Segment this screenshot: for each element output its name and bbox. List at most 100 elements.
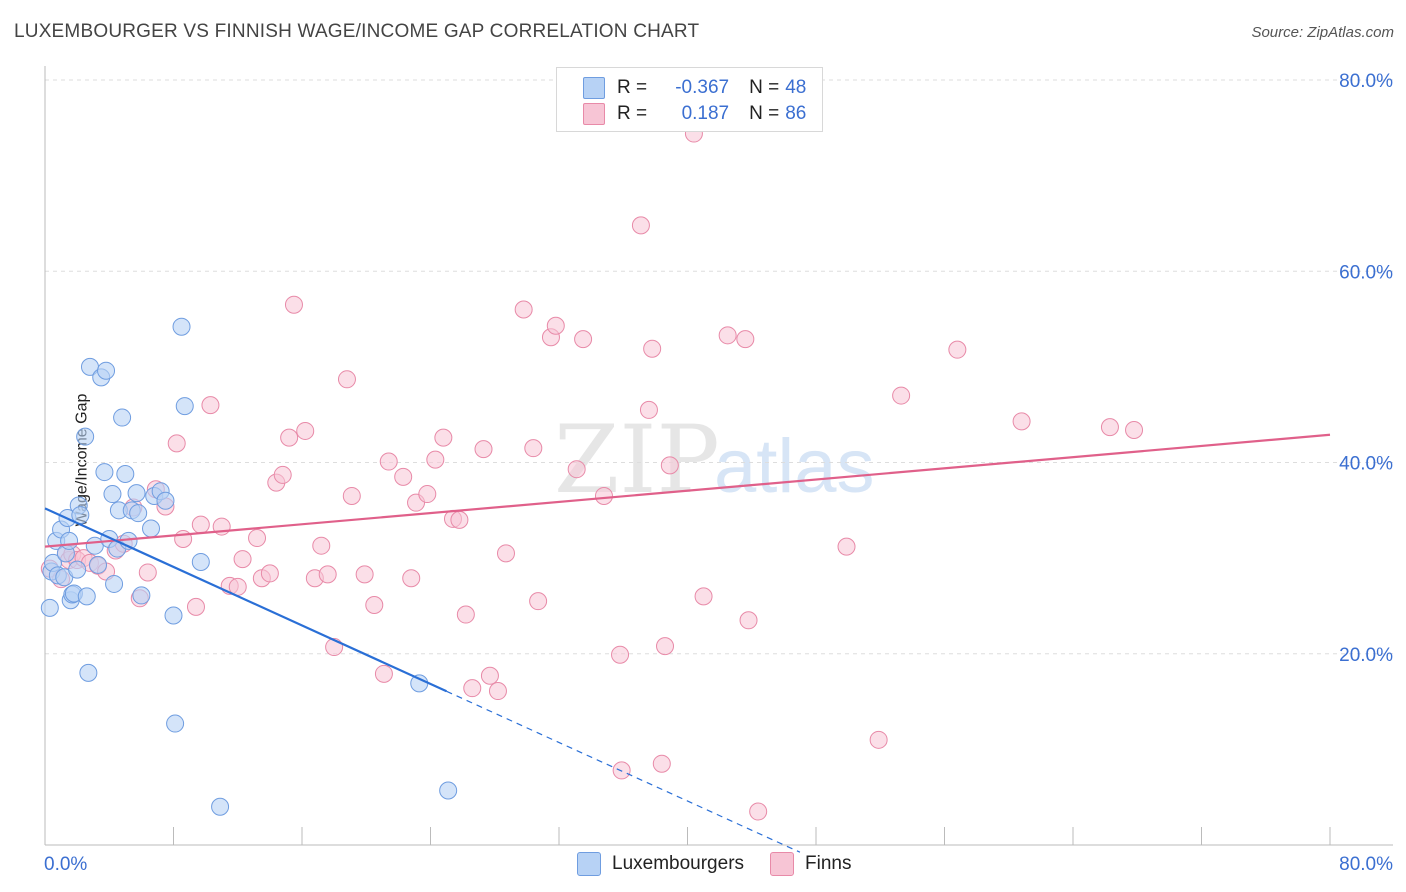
watermark-atlas: atlas — [714, 424, 875, 509]
legend-row-finns: R = 0.187 N = 86 — [583, 102, 806, 126]
finns-point — [574, 330, 593, 349]
luxembourgers-point — [142, 519, 161, 538]
finns-point — [567, 460, 586, 479]
luxembourgers-point — [97, 361, 116, 380]
finns-point — [355, 565, 374, 584]
finns-point — [529, 592, 548, 611]
luxembourgers-point — [89, 555, 108, 574]
x-tick-label-min: 0.0% — [44, 854, 87, 875]
luxembourgers-point — [127, 484, 146, 503]
luxembourgers-point — [164, 606, 183, 625]
luxembourgers-point — [175, 397, 194, 416]
finns-point — [631, 216, 650, 235]
finns-point — [739, 611, 758, 630]
finns-point — [280, 428, 299, 447]
correlation-legend: R = -0.367 N = 48 R = 0.187 N = 86 — [556, 67, 823, 132]
finns-point — [514, 300, 533, 319]
series-legend: Luxembourgers Finns — [577, 852, 878, 876]
legend-swatch-blue — [583, 77, 605, 99]
y-tick-label: 40.0% — [1339, 454, 1393, 475]
y-tick-label: 20.0% — [1339, 645, 1393, 666]
finns-point — [379, 452, 398, 471]
luxembourgers-trend-extension — [446, 690, 801, 853]
finns-point — [233, 550, 252, 569]
legend-swatch-blue — [577, 852, 601, 876]
finns-point — [660, 456, 679, 475]
finns-point — [611, 645, 630, 664]
finns-point — [273, 465, 292, 484]
luxembourgers-point — [410, 674, 429, 693]
finns-point — [1125, 420, 1144, 439]
finns-point — [736, 330, 755, 349]
finns-point — [474, 440, 493, 459]
finns-point — [718, 326, 737, 345]
finns-point — [496, 544, 515, 563]
luxembourgers-point — [103, 485, 122, 504]
finns-point — [656, 637, 675, 656]
luxembourgers-point — [191, 552, 210, 571]
legend-swatch-pink — [583, 103, 605, 125]
luxembourgers-point — [79, 663, 98, 682]
luxembourgers-point — [40, 598, 59, 617]
finns-point — [418, 485, 437, 504]
finns-point — [524, 439, 543, 458]
finns-point — [594, 486, 613, 505]
finns-point — [434, 428, 453, 447]
finns-point — [191, 515, 210, 534]
legend-label: Luxembourgers — [612, 853, 745, 874]
luxembourgers-trend-line — [44, 507, 448, 693]
legend-item-finns[interactable]: Finns — [770, 852, 852, 876]
luxembourgers-point — [211, 797, 230, 816]
luxembourgers-point — [76, 427, 95, 446]
luxembourgers-point — [77, 587, 96, 606]
finns-point — [456, 605, 475, 624]
legend-label: Finns — [805, 853, 852, 874]
watermark: ZIP atlas — [554, 406, 875, 515]
luxembourgers-point — [113, 408, 132, 427]
y-tick-label: 60.0% — [1339, 262, 1393, 283]
finns-point — [337, 370, 356, 389]
n-value: 86 — [785, 103, 807, 124]
finns-point — [365, 595, 384, 614]
axes — [44, 66, 1393, 846]
luxembourgers-point — [172, 317, 191, 336]
n-label: N = — [749, 77, 780, 98]
gridlines — [45, 79, 1393, 655]
finns-point — [426, 450, 445, 469]
finns-point — [652, 754, 671, 773]
luxembourgers-point — [166, 714, 185, 733]
finns-point — [342, 486, 361, 505]
legend-item-luxembourgers[interactable]: Luxembourgers — [577, 852, 744, 876]
legend-swatch-pink — [770, 852, 795, 876]
luxembourgers-point — [129, 504, 148, 523]
n-value: 48 — [785, 77, 807, 98]
r-label: R = — [617, 103, 648, 124]
luxembourgers-point — [132, 586, 151, 605]
finns-point — [186, 597, 205, 616]
finns-point — [749, 802, 768, 821]
finns-point — [463, 679, 482, 698]
y-tick-label: 80.0% — [1339, 71, 1393, 92]
finns-point — [643, 339, 662, 358]
finns-point — [488, 682, 507, 701]
finns-point — [450, 510, 469, 529]
finns-point — [260, 564, 279, 583]
luxembourgers-point — [68, 560, 87, 579]
luxembourgers-point — [105, 574, 124, 593]
luxembourgers-point — [439, 781, 458, 800]
trend-lines — [44, 433, 1331, 853]
finns-point — [546, 316, 565, 335]
finns-point — [837, 537, 856, 556]
r-value: -0.367 — [675, 77, 730, 98]
finns-point — [639, 400, 658, 419]
finns-point — [694, 587, 713, 606]
finns-point — [394, 467, 413, 486]
r-value: 0.187 — [681, 103, 730, 124]
finns-point — [480, 666, 499, 685]
finns-point — [167, 434, 186, 453]
watermark-zip: ZIP — [554, 406, 720, 515]
chart-title: LUXEMBOURGER VS FINNISH WAGE/INCOME GAP … — [14, 21, 700, 42]
n-label: N = — [749, 103, 780, 124]
finns-trend-line — [44, 433, 1331, 548]
